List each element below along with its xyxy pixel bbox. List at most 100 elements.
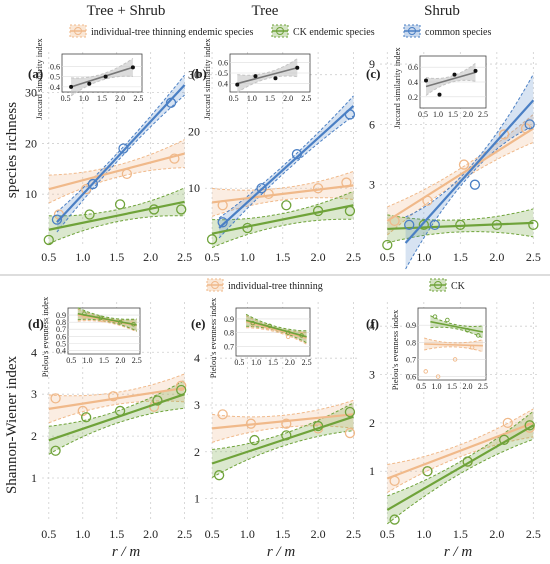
data-point-common [469, 179, 481, 190]
inset-x-tick-label: 1.5 [97, 94, 107, 103]
data-point-ck [176, 384, 187, 396]
data-point-common [404, 219, 415, 231]
inset-x-tick-label: 0.5 [66, 356, 76, 365]
inset-x-tick-label: 0.5 [418, 110, 428, 119]
inset-y-axis-title: Jaccard similarity index [392, 47, 402, 129]
inset-x-tick-label: 0.5 [234, 358, 244, 367]
band-lower-thin [387, 436, 534, 493]
band-lower-inset-ck [430, 326, 484, 339]
inset-e: 0.7 0.8 0.9 0.5 1.0 1.5 2.0 2.5 Pielou's evennes… [208, 297, 312, 378]
inset-x-tick-label: 1.0 [83, 356, 93, 365]
inset-y-tick-label: 0.5 [50, 73, 60, 82]
inset-y-axis-title: Pielou's evenness index [40, 296, 50, 377]
band-lower-common [405, 125, 534, 270]
inset-x-tick-label: 1.5 [99, 356, 109, 365]
inset-y-tick-label: 0.2 [408, 93, 418, 102]
x-tick-label: 1.0 [75, 527, 90, 541]
data-point-ck [80, 412, 92, 423]
x-tick-label: 1.5 [275, 250, 290, 264]
data-point-thin [502, 417, 513, 429]
x-tick-label: 2.5 [346, 527, 361, 541]
inset-x-tick-label: 2.5 [478, 382, 488, 391]
legend-bottom: individual-tree thinning CK [206, 278, 466, 292]
x-tick-label: 1.5 [109, 527, 124, 541]
regression-line-ck [387, 221, 534, 231]
data-point-common [51, 214, 63, 225]
band-upper-inset-ck [245, 313, 307, 332]
inset-data-point-thin [435, 374, 441, 379]
x-tick-label: 2.5 [177, 527, 192, 541]
inset-regression-line-ck [245, 319, 307, 338]
inset-y-tick-label: 0.4 [50, 83, 60, 92]
x-tick-label: 0.5 [41, 250, 56, 264]
inset-y-tick-label: 0.7 [56, 325, 66, 334]
inset-data-point [473, 68, 478, 73]
x-tick-label: 0.5 [205, 527, 220, 541]
band-upper-inset [71, 57, 134, 79]
regression-line-thin [386, 127, 534, 222]
inset-x-tick-label: 1.0 [433, 110, 443, 119]
band-lower-ck [211, 430, 354, 478]
x-tick-label: 1.5 [453, 250, 468, 264]
data-point-ck [206, 234, 218, 245]
data-point-ck [213, 470, 225, 481]
regression-line-thin [48, 386, 185, 410]
inset-y-tick-label: 0.9 [224, 315, 234, 324]
x-tick-label: 1.5 [453, 527, 468, 541]
data-point-ck [524, 420, 535, 431]
band-upper-ck [212, 190, 354, 221]
regression-line-thin [211, 184, 354, 204]
band-lower-ck [211, 218, 354, 249]
legend-item-ck: CK endemic species [271, 24, 375, 38]
band-lower-inset-thin [246, 327, 307, 345]
inset-x-tick-label: 1.0 [79, 94, 89, 103]
inset-data-point [87, 81, 92, 86]
band-upper-thin [387, 408, 534, 465]
x-axis-title-f: r / m [444, 544, 473, 560]
inset-y-axis-title: Jaccard similarity index [202, 38, 212, 120]
inset-y-tick-label: 0.5 [56, 339, 66, 348]
data-point-ck [312, 420, 324, 432]
inset-data-point [69, 84, 74, 89]
inset-regression-line-ck [77, 312, 137, 326]
inset-x-tick-label: 1.5 [447, 382, 457, 391]
inset-data-point [295, 65, 300, 70]
x-tick-label: 2.0 [489, 250, 504, 264]
x-tick-label: 1.0 [416, 527, 431, 541]
inset-x-tick-label: 2.5 [302, 358, 312, 367]
inset-x-tick-label: 1.5 [448, 110, 458, 119]
inset-x-tick-label: 2.5 [132, 356, 142, 365]
inset-data-point-ck [131, 322, 136, 327]
inset-data-point [424, 78, 428, 83]
inset-y-tick-label: 0.8 [56, 318, 66, 327]
inset-data-point-ck [445, 317, 450, 323]
inset-x-tick-label: 0.5 [229, 94, 239, 103]
y-tick-label: 1 [369, 464, 375, 478]
inset-x-tick-label: 2.5 [133, 94, 143, 103]
inset-regression-line [425, 71, 476, 88]
data-point-ck [249, 434, 260, 446]
data-point-ck [462, 456, 473, 467]
y-tick-label: 10 [188, 181, 200, 195]
inset-y-tick-label: 0.6 [218, 58, 228, 67]
data-point-thin [281, 418, 292, 429]
data-point-thin [389, 215, 400, 227]
x-tick-label: 2.0 [311, 250, 326, 264]
data-point-thin [498, 129, 510, 140]
data-point-ck [491, 219, 502, 231]
inset-x-tick-label: 1.0 [432, 382, 442, 391]
inset-f: 0.6 0.7 0.8 0.9 0.5 1.0 1.5 2.0 2.5 Pielou's even… [390, 307, 488, 391]
data-point-ck [43, 234, 54, 246]
data-point-common [217, 217, 228, 228]
data-point-ck [389, 514, 400, 525]
band-lower-ck [387, 231, 534, 244]
inset-y-tick-label: 0.6 [50, 62, 60, 71]
band-upper-inset-thin [424, 337, 484, 344]
inset-y-tick-label: 0.6 [406, 373, 416, 382]
panel-label: (c) [366, 66, 380, 81]
regression-line-thin [48, 152, 185, 191]
inset-data-point-thin [452, 357, 458, 362]
